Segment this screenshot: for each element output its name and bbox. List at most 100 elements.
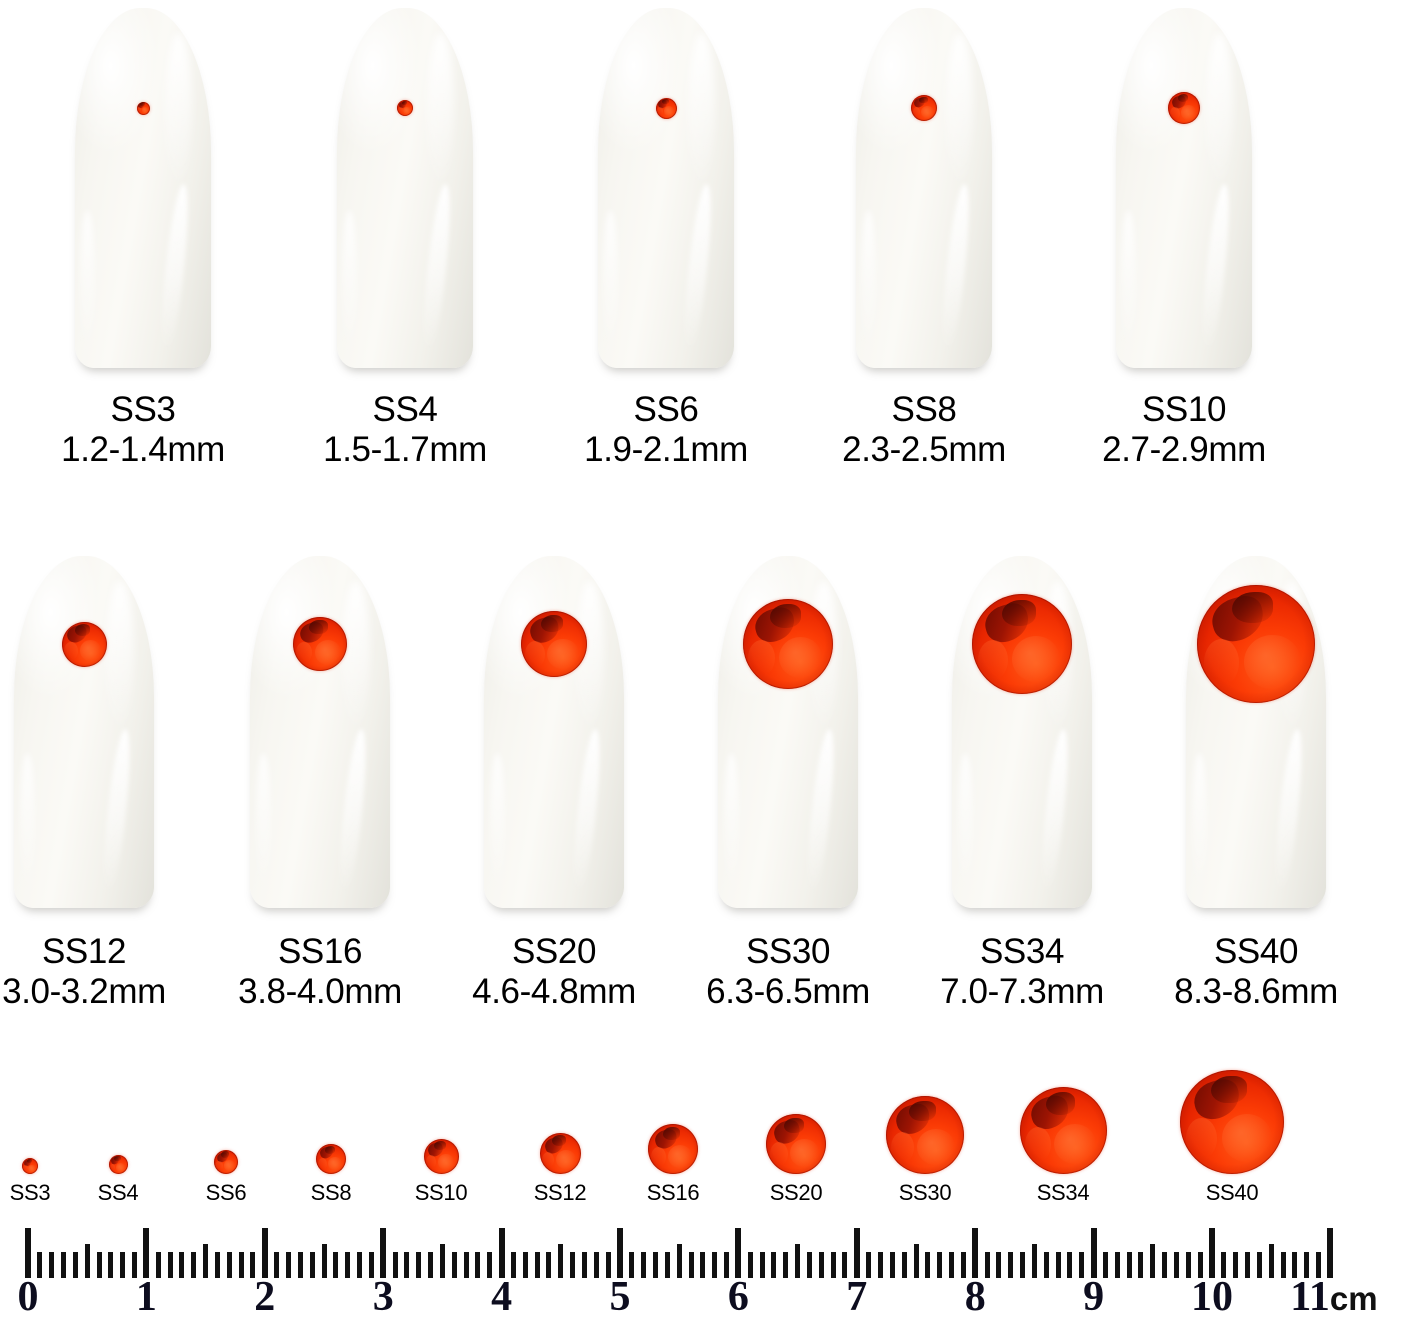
size-code: SS4 [372,390,438,429]
nail-highlight [1191,753,1207,894]
ruler-tick-minor [451,1252,457,1278]
ruler-tick-major [1209,1228,1215,1278]
scale-label-ss40: SS40 [1205,1180,1259,1205]
nail-tip [337,8,473,368]
ruler-unit-label: cm [1329,1280,1378,1317]
scale-label-ss16: SS16 [646,1180,700,1205]
rhinestone-ss6 [655,97,677,119]
gem-facet-d-detail [109,1163,116,1172]
ruler-tick-minor [120,1252,126,1278]
ruler-tick-minor [629,1252,635,1278]
gem-rim-detail [316,1144,346,1174]
rhinestone-ss20 [521,611,587,677]
ruler-number-8: 8 [964,1274,986,1320]
rhinestone-ss4 [397,100,413,116]
gem-facet-c-detail [779,636,823,679]
ruler-tick-minor [1114,1252,1120,1278]
ruler-tick-minor [806,1252,812,1278]
gem-facet-c-detail [1221,1113,1272,1162]
nail-highlight [255,753,271,894]
ruler-tick-minor [1173,1252,1179,1278]
size-code: SS34 [979,932,1065,971]
size-mm: 8.3-8.6mm [1174,971,1338,1011]
gem-rim-detail [136,101,150,115]
gem-facet-c-detail [917,1128,955,1165]
ruler-tick-minor [1055,1252,1061,1278]
gem-rim-detail [648,1124,698,1174]
nail-tip [856,8,992,368]
scale-sample-ss4: SS4 [58,1155,178,1204]
nail-sample-ss6: SS6 1.9-2.1mm [584,8,748,470]
nail-label-ss4: SS4 1.5-1.7mm [323,390,487,470]
gem-facet-c-detail [437,1153,455,1170]
gem-facet-b-detail [1177,93,1189,103]
ruler-tick-mid [203,1244,209,1278]
gem-rim-detail [1180,1070,1284,1174]
ruler-tick-minor [1316,1252,1322,1278]
gem-rim-detail [397,100,413,116]
nail-label-ss34: SS34 7.0-7.3mm [940,932,1104,1012]
ruler-tick-mid [84,1244,90,1278]
gem-facet-c-detail [116,1162,126,1172]
ruler-tick-minor [309,1252,315,1278]
ruler-tick-minor [487,1252,493,1278]
gem-facet-b-detail [221,1151,230,1158]
ruler-tick-minor [581,1252,587,1278]
gem-rim-detail [293,617,347,671]
size-mm: 6.3-6.5mm [706,971,870,1011]
ruler-number-7: 7 [846,1274,868,1320]
ruler-tick-minor [72,1252,78,1278]
gem-facet-c-detail [403,106,412,115]
gem-facet-d-detail [1169,106,1180,120]
nail-sample-ss40: SS40 8.3-8.6mm [1174,556,1338,1012]
size-mm: 7.0-7.3mm [940,971,1104,1011]
ruler-tick-minor [1197,1252,1203,1278]
ruler-tick-minor [132,1252,138,1278]
scale-sample-ss3: SS3 [0,1158,90,1204]
ruler-tick-minor [937,1252,943,1278]
ruler-tick-minor [984,1252,990,1278]
gem-facet-d-detail [769,1141,788,1166]
scale-label-ss3: SS3 [9,1180,51,1205]
ruler-tick-minor [960,1252,966,1278]
rhinestone-scale-ss10 [423,1139,459,1174]
ruler-tick-mid [676,1244,682,1278]
scale-sample-ss10: SS10 [381,1139,501,1204]
gem-rim-detail [521,611,587,677]
nail-sample-ss4: SS4 1.5-1.7mm [323,8,487,470]
scale-label-ss10: SS10 [414,1180,468,1205]
gem-facet-b-detail [114,1156,121,1162]
nail-label-ss20: SS20 4.6-4.8mm [472,932,636,1012]
gem-facet-b-detail [26,1158,33,1164]
nail-label-ss10: SS10 2.7-2.9mm [1102,390,1266,470]
rhinestone-scale-ss20 [766,1114,826,1174]
gem-facet-b-detail [770,604,801,628]
gem-facet-d-detail [541,1151,555,1169]
ruler-tick-minor [522,1252,528,1278]
ruler-tick-major [143,1228,150,1278]
gem-rim-detail [1197,585,1315,703]
ruler-tick-minor [747,1252,753,1278]
ruler-tick-minor [1043,1252,1049,1278]
ruler-tick-minor [475,1252,481,1278]
size-mm: 1.9-2.1mm [584,429,748,469]
ruler-tick-major [1090,1228,1097,1278]
scale-label-ss4: SS4 [97,1180,139,1205]
nail-highlight [342,209,358,354]
ruler-tick-mid [1150,1244,1156,1278]
ruler-tick-minor [96,1252,102,1278]
gem-facet-b-detail [434,1141,446,1151]
ruler-tick-minor [214,1252,220,1278]
ruler-tick-minor [653,1252,659,1278]
ruler-tick-major [1327,1228,1334,1278]
ruler-tick-minor [700,1252,706,1278]
ruler: 0 1 2 3 4 5 6 7 8 9 10 11cm [0,1228,1416,1326]
rhinestone-scale-ss30 [886,1096,964,1174]
gem-facet-d-detail [64,642,78,661]
gem-rim-detail [972,594,1072,694]
nail-sample-ss3: SS3 1.2-1.4mm [61,8,225,470]
nail-highlight [1121,209,1137,354]
ruler-tick-minor [996,1252,1002,1278]
ruler-number-11: 11cm [1290,1274,1378,1320]
